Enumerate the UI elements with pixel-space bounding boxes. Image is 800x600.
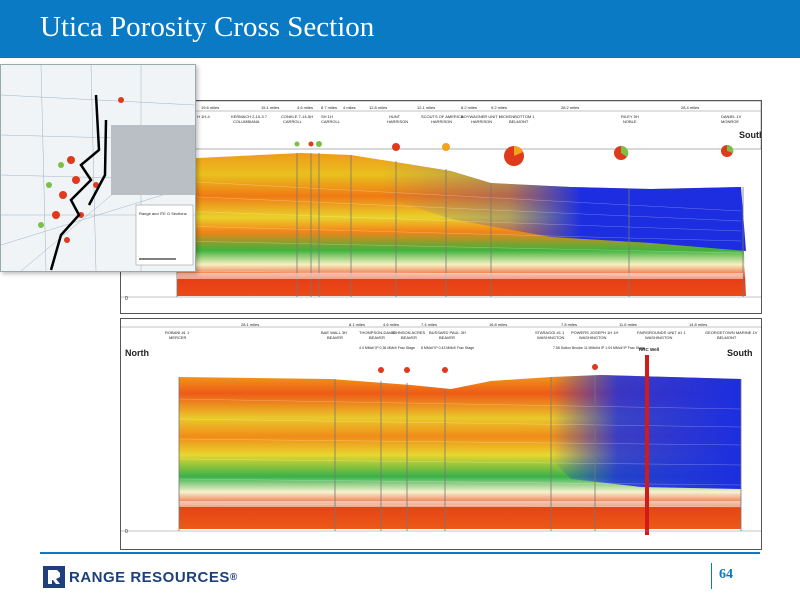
top-production-pies xyxy=(294,141,734,166)
footer-divider xyxy=(40,552,760,554)
rrc-well-label: RRC Well xyxy=(639,347,659,352)
top-well-0: H 1H-4 xyxy=(197,114,210,119)
top-well-4: HUNT xyxy=(389,114,401,119)
svg-text:0: 0 xyxy=(125,529,128,535)
bottom-annotation-1: 8 MMcf/ IP 0.43 MMcf/ Frac Stage xyxy=(421,346,474,350)
top-well-7-county: BELMONT xyxy=(509,119,529,124)
map-legend-title: Range and ITE G Sections xyxy=(139,211,187,216)
top-distance-3: 8.7 miles xyxy=(321,105,337,110)
bottom-production-markers xyxy=(378,364,598,373)
bottom-distance-5: 7.8 miles xyxy=(561,322,577,327)
top-low-porosity-zone xyxy=(381,159,746,251)
top-cross-section-graphic: 19.6 miles 15.1 miles 4.6 miles 8.7 mile… xyxy=(121,101,761,302)
range-resources-mark-icon xyxy=(43,566,65,588)
top-well-labels: H 1H-4 KERMACH 2-10-3 7 COLUMBIANA CONKL… xyxy=(197,114,742,124)
top-distance-4: 4 miles xyxy=(343,105,356,110)
top-distance-labels: 19.6 miles 15.1 miles 4.6 miles 8.7 mile… xyxy=(201,105,699,110)
bottom-distance-1: 8.1 miles xyxy=(349,322,365,327)
rrc-well-marker xyxy=(645,355,649,535)
bottom-distance-0: 28.1 miles xyxy=(241,322,259,327)
top-well-7: HICKENBOTTOM 1 xyxy=(499,114,535,119)
top-distance-1: 15.1 miles xyxy=(261,105,279,110)
top-well-6: BOYWAGNER UNIT 1 xyxy=(461,114,502,119)
bottom-annotation-2: 7.56 Sutton Brooke 11 MMcf/d IP 1.04 MMc… xyxy=(553,346,645,350)
top-well-2: CONKLE 7-14-5H xyxy=(281,114,313,119)
bottom-well-labels: ROBANI #1 1 MERCER BAE WALL 3H BEAVER TH… xyxy=(165,330,758,340)
top-distance-0: 19.6 miles xyxy=(201,105,219,110)
top-well-1-county: COLUMBIANA xyxy=(233,119,260,124)
svg-text:0: 0 xyxy=(125,296,128,302)
bottom-distance-3: 7.4 miles xyxy=(421,322,437,327)
top-distance-6: 12.1 miles xyxy=(417,105,435,110)
range-resources-logo: RANGE RESOURCES ® xyxy=(43,565,238,589)
top-well-5-county: HARRISON xyxy=(431,119,452,124)
bottom-distance-labels: 28.1 miles 8.1 miles 4.6 miles 7.4 miles… xyxy=(241,322,707,327)
bottom-well-4: BUSSARD PAUL 3H xyxy=(429,330,466,335)
top-distance-2: 4.6 miles xyxy=(297,105,313,110)
top-well-5: SCOUTS OF AMERICA xyxy=(421,114,464,119)
bottom-distance-4: 16.8 miles xyxy=(489,322,507,327)
top-distance-8: 9.2 miles xyxy=(491,105,507,110)
top-well-2-county: CARROLL xyxy=(283,119,303,124)
bottom-annotation-0: 4.4 MMcf/ IP 0.36 MMcf/ Frac Stage xyxy=(359,346,415,350)
bottom-well-5-county: WASHINGTON xyxy=(537,335,564,340)
bottom-well-lines xyxy=(178,375,742,531)
bottom-well-0-county: MERCER xyxy=(169,335,186,340)
brand-trademark: ® xyxy=(229,571,238,583)
slide-title: Utica Porosity Cross Section xyxy=(40,11,375,43)
bottom-well-4-county: BEAVER xyxy=(439,335,455,340)
bottom-well-1: BAE WALL 3H xyxy=(321,330,347,335)
top-well-9-county: MONROE xyxy=(721,119,739,124)
top-distance-7: 8.2 miles xyxy=(461,105,477,110)
bottom-well-2-county: BEAVER xyxy=(369,335,385,340)
top-well-1: KERMACH 2-10-3 7 xyxy=(231,114,268,119)
bottom-well-6: POWERS JOSEPH 1H 1H xyxy=(571,330,618,335)
top-south-label: South xyxy=(739,130,761,140)
bottom-distance-7: 14.8 miles xyxy=(689,322,707,327)
top-well-8: RILEY 5H xyxy=(621,114,639,119)
bottom-well-1-county: BEAVER xyxy=(327,335,343,340)
page-number: 64 xyxy=(719,567,733,582)
bottom-well-5: STARAGGI #1 1 xyxy=(535,330,565,335)
bottom-cross-section: 28.1 miles 8.1 miles 4.6 miles 7.4 miles… xyxy=(120,318,762,550)
bottom-cross-section-graphic: 28.1 miles 8.1 miles 4.6 miles 7.4 miles… xyxy=(121,319,761,535)
bottom-well-3: JOHNSON ACRES xyxy=(391,330,426,335)
top-well-9: DANIEL 1V xyxy=(721,114,742,119)
bottom-well-7-county: WASHINGTON xyxy=(645,335,672,340)
bottom-north-label: North xyxy=(125,348,149,358)
bottom-distance-2: 4.6 miles xyxy=(383,322,399,327)
top-well-3-county: CARROLL xyxy=(321,119,341,124)
bottom-well-7: FAIRGROUNDS UNIT #1 1 xyxy=(637,330,686,335)
top-distance-5: 12.8 miles xyxy=(369,105,387,110)
top-well-8-county: NOBLE xyxy=(623,119,637,124)
bottom-well-8-county: BELMONT xyxy=(717,335,737,340)
top-cross-section: 19.6 miles 15.1 miles 4.6 miles 8.7 mile… xyxy=(120,100,762,314)
top-distance-9: 28.2 miles xyxy=(561,105,579,110)
page-number-divider xyxy=(711,563,712,589)
bottom-well-0: ROBANI #1 1 xyxy=(165,330,190,335)
bottom-well-8: GEORGETOWN MARINE 1V xyxy=(705,330,758,335)
bottom-well-2: THOMPSON-DAVIS xyxy=(359,330,395,335)
brand-name: RANGE RESOURCES xyxy=(69,568,230,586)
top-well-6-county: HARRISON xyxy=(471,119,492,124)
bottom-south-label: South xyxy=(727,348,753,358)
location-map-graphic: Range and ITE G Sections xyxy=(1,65,195,271)
top-distance-10: 28.4 miles xyxy=(681,105,699,110)
bottom-well-3-county: BEAVER xyxy=(401,335,417,340)
bottom-well-6-county: WASHINGTON xyxy=(579,335,606,340)
bottom-distance-6: 11.6 miles xyxy=(619,322,637,327)
title-bar: Utica Porosity Cross Section xyxy=(0,0,800,58)
location-map-inset: Range and ITE G Sections xyxy=(0,64,196,272)
top-well-3: SH 1H xyxy=(321,114,333,119)
top-well-4-county: HARRISON xyxy=(387,119,408,124)
